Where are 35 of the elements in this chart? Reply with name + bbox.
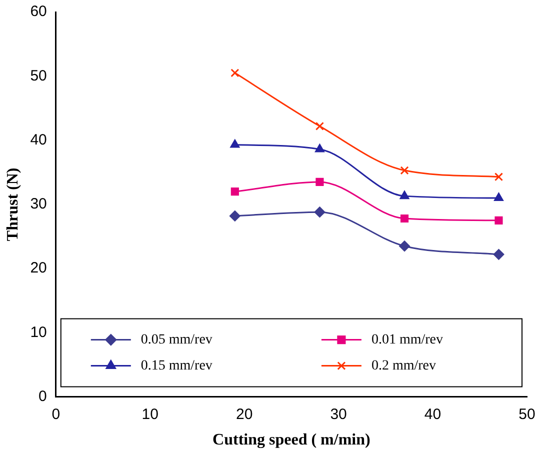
point <box>493 248 504 260</box>
y-tick-label: 40 <box>30 131 47 148</box>
point <box>494 192 504 201</box>
point <box>230 188 239 196</box>
y-tick-label: 50 <box>30 67 47 84</box>
point <box>230 68 240 78</box>
y-tick-label: 0 <box>38 388 47 405</box>
y-tick-label: 10 <box>30 324 47 341</box>
point <box>399 240 410 252</box>
point <box>400 166 409 175</box>
y-axis-title: Thrust (N) <box>4 168 22 242</box>
point <box>230 139 240 148</box>
x-tick-label: 30 <box>330 406 347 423</box>
y-tick-label: 30 <box>30 196 47 213</box>
point <box>315 122 324 130</box>
legend-label: 0.15 mm/rev <box>140 358 212 374</box>
point <box>494 172 504 182</box>
x-tick-label: 20 <box>236 406 253 423</box>
point <box>229 210 240 222</box>
point <box>400 190 410 200</box>
x-tick-label: 40 <box>424 406 442 423</box>
x-axis-title: Cutting speed ( m/min) <box>212 432 370 449</box>
y-tick-label: 20 <box>30 260 47 277</box>
point <box>494 216 503 224</box>
point <box>314 206 326 218</box>
y-tick-label: 60 <box>30 3 47 20</box>
legend-label: 0.2 mm/rev <box>371 358 436 374</box>
point <box>316 178 324 186</box>
legend-label: 0.05 mm/rev <box>140 332 212 348</box>
x-tick-label: 10 <box>142 406 158 423</box>
x-tick-label: 0 <box>52 406 60 423</box>
legend-label: 0.01 mm/rev <box>371 332 443 348</box>
point <box>314 144 325 152</box>
point <box>400 214 409 223</box>
x-tick-label: 50 <box>518 406 536 423</box>
